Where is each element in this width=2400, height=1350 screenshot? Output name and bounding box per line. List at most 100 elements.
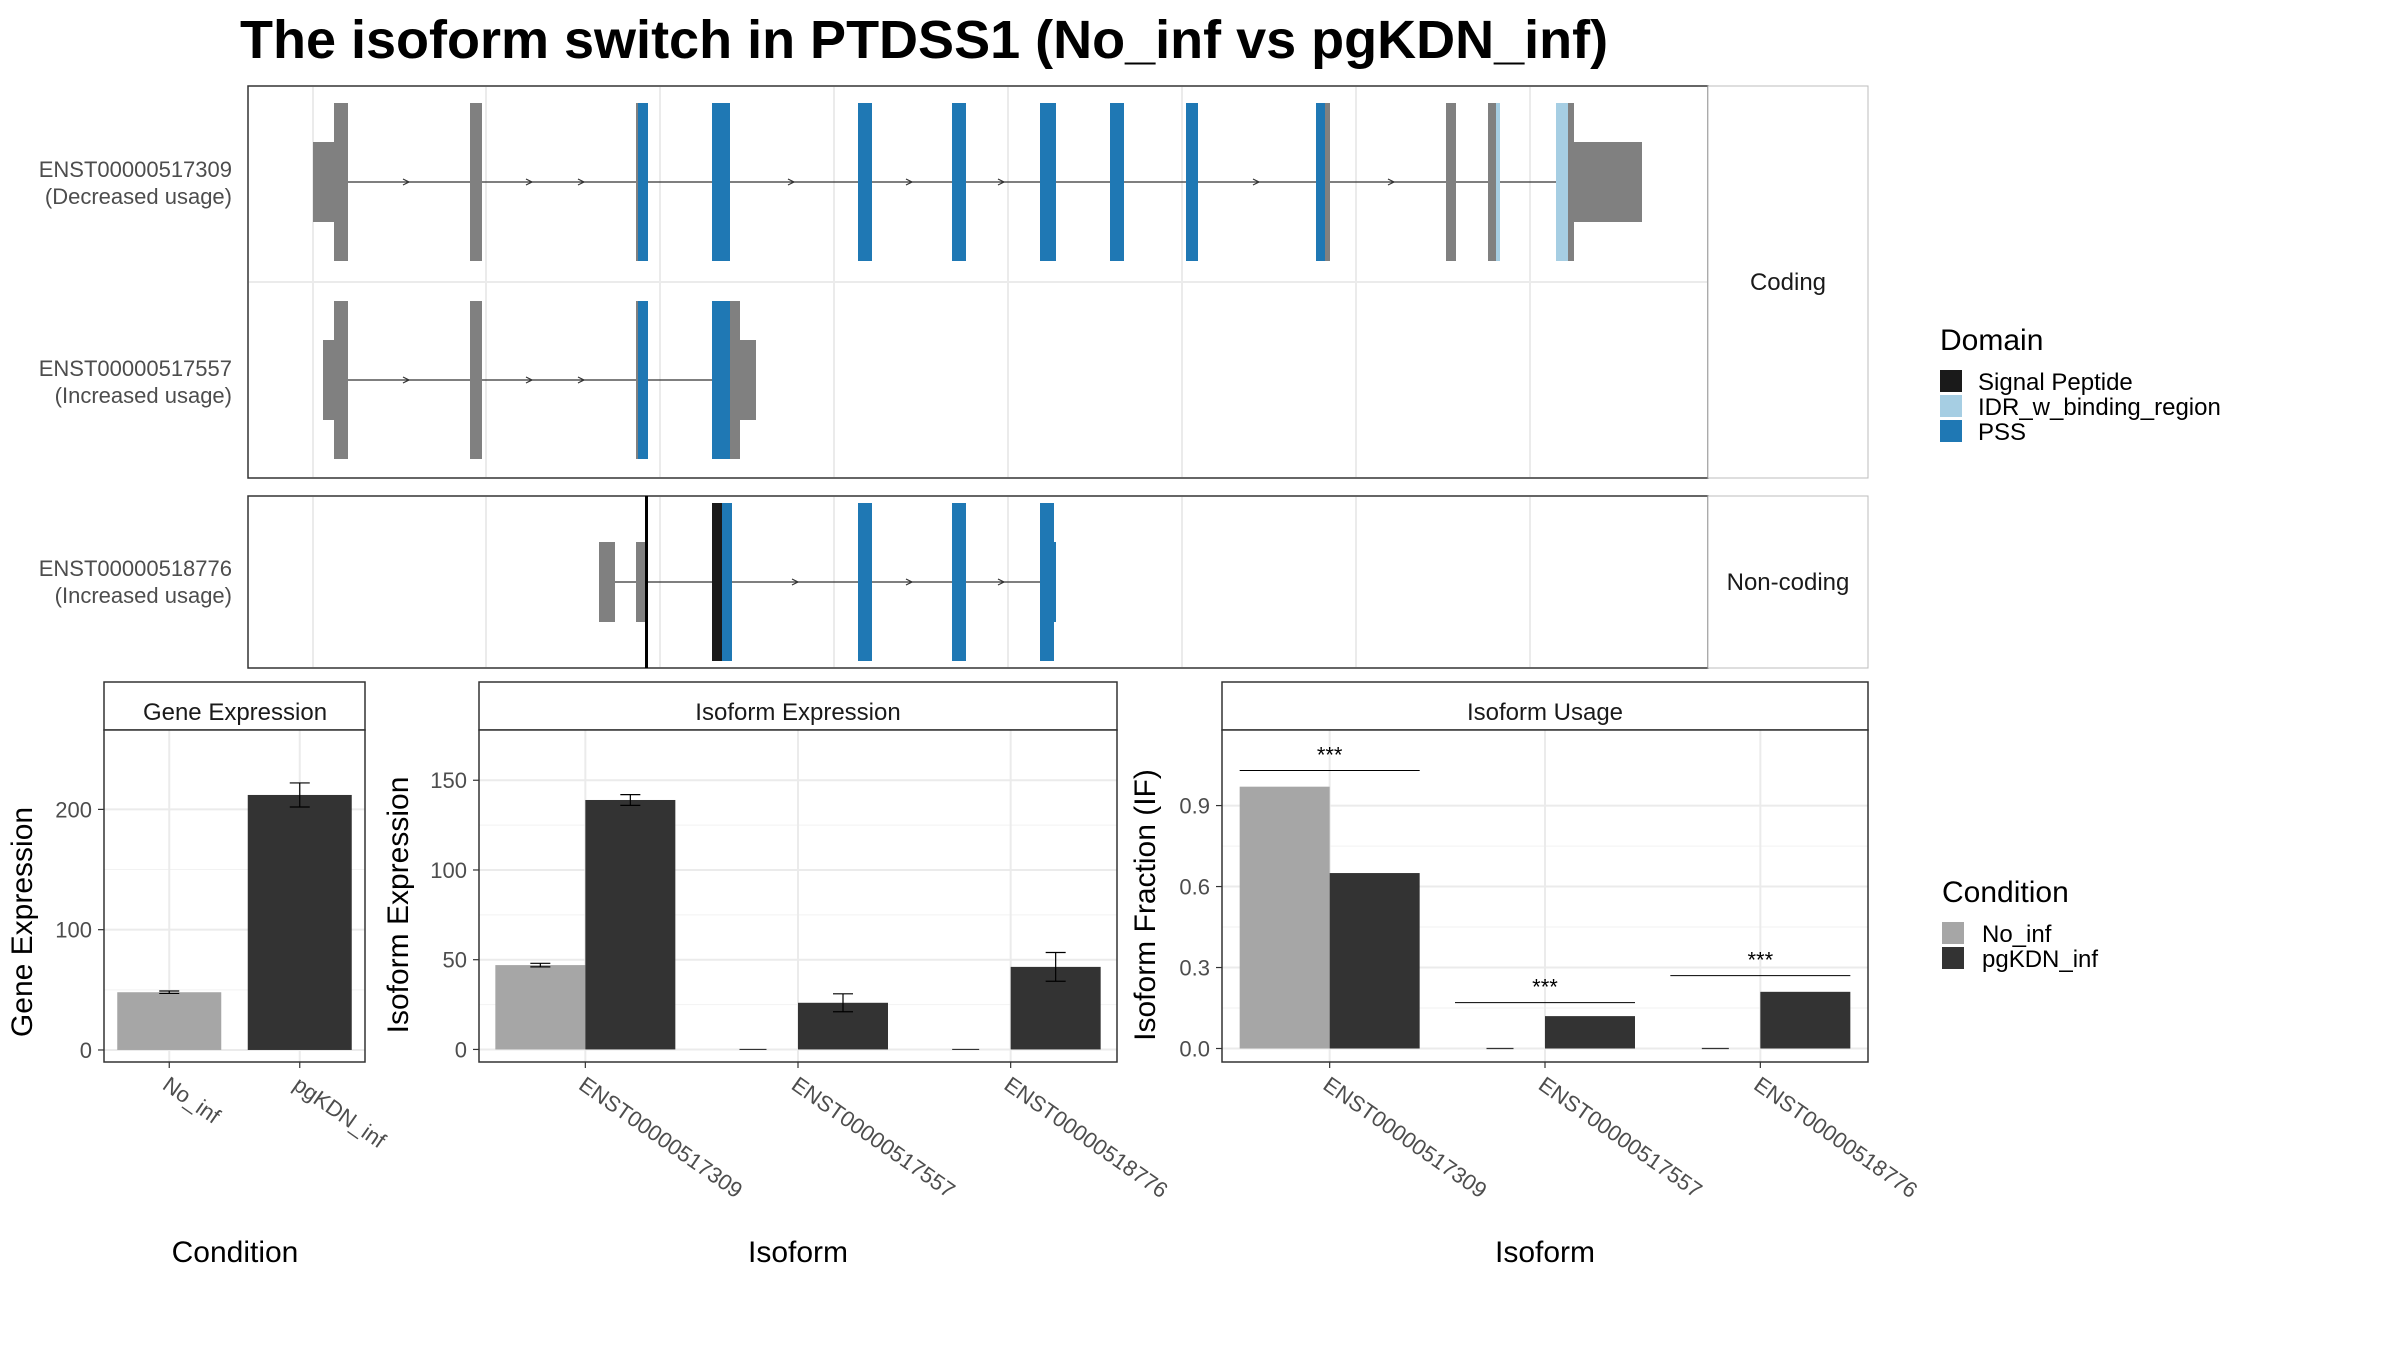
- domain-legend-label: Signal Peptide: [1978, 369, 2133, 396]
- y-axis-title: Isoform Fraction (IF): [1129, 769, 1162, 1041]
- direction-arrow: [1387, 178, 1396, 186]
- isoform-usage-label: (Decreased usage): [45, 184, 232, 209]
- significance-label: ***: [1532, 975, 1558, 1000]
- y-tick-label: 0: [455, 1037, 467, 1062]
- strip-box: [478, 681, 1118, 731]
- transcript-track-ENST00000518776: [599, 496, 1056, 668]
- noncoding-strip-box: [1707, 495, 1869, 669]
- bar: [1760, 991, 1851, 1049]
- exon-block: [599, 542, 615, 622]
- y-tick-label: 200: [55, 797, 92, 822]
- x-tick-label: ENST00000517309: [574, 1072, 747, 1203]
- x-tick-label: pgKDN_inf: [289, 1072, 391, 1154]
- y-tick-label: 100: [55, 918, 92, 943]
- exon-block: [712, 103, 730, 261]
- y-axis-title: Isoform Expression: [382, 777, 415, 1034]
- y-tick-label: 100: [430, 858, 467, 883]
- exon-block: [952, 103, 966, 261]
- x-tick-label: ENST00000518776: [1749, 1072, 1922, 1203]
- direction-arrow: [402, 376, 411, 384]
- exon-block: [323, 340, 335, 420]
- direction-arrow: [905, 178, 914, 186]
- domain-legend-label: IDR_w_binding_region: [1978, 394, 2221, 421]
- significance-label: ***: [1317, 742, 1343, 767]
- coding-strip-box: [1707, 85, 1869, 479]
- exon-block: [1040, 503, 1054, 661]
- domain-swatch-signal-peptide: [1940, 370, 1962, 392]
- direction-arrow: [791, 578, 800, 586]
- isoform-id-label: ENST00000517309: [39, 157, 232, 182]
- exon-block: [858, 103, 872, 261]
- bar: [585, 799, 676, 1050]
- isoform-usage-strip-label: Isoform Usage: [1467, 699, 1623, 726]
- direction-arrow: [1252, 178, 1261, 186]
- exon-block: [334, 301, 348, 459]
- bar: [495, 965, 586, 1050]
- bar: [117, 992, 222, 1050]
- coding-strip-label: Coding: [1750, 269, 1826, 296]
- domain-swatch-idr: [1940, 395, 1962, 417]
- transcript-track-ENST00000517309: [313, 103, 1642, 261]
- isoform-id-label: ENST00000518776: [39, 556, 232, 581]
- isoform-expression-chart: Isoform Expression Isoform Isoform Expre…: [382, 681, 1173, 1269]
- direction-arrow: [402, 178, 411, 186]
- exon-block: [645, 496, 648, 668]
- y-tick-label: 150: [430, 768, 467, 793]
- isoform-usage-label: (Increased usage): [55, 583, 232, 608]
- y-tick-label: 0.0: [1179, 1037, 1210, 1062]
- bar: [1239, 786, 1330, 1049]
- condition-legend-title: Condition: [1942, 876, 2069, 909]
- exon-block: [722, 503, 732, 661]
- transcript-track-ENST00000517557: [323, 301, 756, 459]
- exon-block: [1110, 103, 1124, 261]
- isoform-usage-label: (Increased usage): [55, 383, 232, 408]
- x-axis-title: Condition: [172, 1236, 299, 1269]
- domain-swatch-pss: [1940, 420, 1962, 442]
- direction-arrow: [787, 178, 796, 186]
- y-tick-label: 0.9: [1179, 794, 1210, 819]
- strip-box: [103, 681, 366, 731]
- x-tick-label: ENST00000518776: [1000, 1072, 1173, 1203]
- direction-arrow: [577, 178, 586, 186]
- exon-block: [334, 103, 348, 261]
- exon-block: [712, 503, 722, 661]
- x-axis-title: Isoform: [1495, 1236, 1595, 1269]
- exon-block: [1054, 542, 1056, 622]
- direction-arrow: [525, 178, 534, 186]
- condition-swatch-pgkdn-inf: [1942, 947, 1964, 969]
- noncoding-strip-label: Non-coding: [1727, 569, 1850, 596]
- x-axis-title: Isoform: [748, 1236, 848, 1269]
- exon-block: [1570, 142, 1642, 222]
- exon-block: [313, 142, 335, 222]
- exon-block: [712, 301, 730, 459]
- x-tick-label: ENST00000517557: [1534, 1072, 1707, 1203]
- y-tick-label: 0.3: [1179, 956, 1210, 981]
- bar: [1545, 1016, 1635, 1049]
- direction-arrow: [525, 376, 534, 384]
- noncoding-transcript-tracks: [599, 496, 1056, 668]
- exon-block: [1496, 103, 1500, 261]
- exon-block: [470, 301, 482, 459]
- exon-block: [470, 103, 482, 261]
- x-tick-label: ENST00000517309: [1319, 1072, 1492, 1203]
- x-tick-label: ENST00000517557: [787, 1072, 960, 1203]
- panel-border: [103, 729, 366, 1063]
- noncoding-structure-panel: Non-coding: [247, 495, 1869, 669]
- y-tick-label: 0.6: [1179, 875, 1210, 900]
- noncoding-grid: [312, 497, 1531, 667]
- gene-expression-chart: Gene Expression Condition Gene Expressio…: [6, 681, 391, 1269]
- condition-swatch-no-inf: [1942, 922, 1964, 944]
- condition-legend-label: pgKDN_inf: [1982, 946, 2098, 973]
- exon-block: [638, 103, 648, 261]
- gene-expression-strip-label: Gene Expression: [143, 699, 327, 726]
- exon-block: [858, 503, 872, 661]
- coding-structure-panel: Coding: [247, 85, 1869, 479]
- direction-arrow: [905, 578, 914, 586]
- isoform-id-label: ENST00000517557: [39, 356, 232, 381]
- isoform-usage-chart: Isoform Usage Isoform Isoform Fraction (…: [1129, 681, 1922, 1269]
- direction-arrow: [997, 178, 1006, 186]
- figure-title: The isoform switch in PTDSS1 (No_inf vs …: [240, 10, 1608, 70]
- direction-arrow: [577, 376, 586, 384]
- y-tick-label: 50: [443, 948, 467, 973]
